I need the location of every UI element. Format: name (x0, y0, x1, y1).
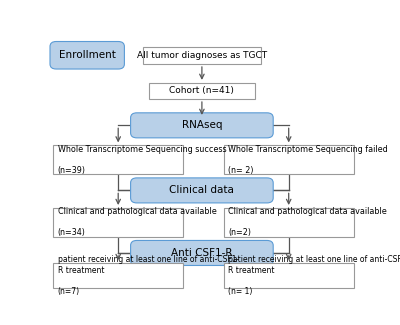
Text: Enrollment: Enrollment (59, 50, 116, 60)
Text: Cohort (n=41): Cohort (n=41) (170, 86, 234, 96)
Text: All tumor diagnoses as TGCT: All tumor diagnoses as TGCT (137, 51, 267, 60)
FancyBboxPatch shape (53, 145, 183, 174)
FancyBboxPatch shape (131, 113, 273, 138)
Text: Whole Transcriptome Sequencing success

(n=39): Whole Transcriptome Sequencing success (… (58, 145, 226, 175)
FancyBboxPatch shape (53, 263, 183, 288)
FancyBboxPatch shape (53, 208, 183, 237)
FancyBboxPatch shape (224, 208, 354, 237)
FancyBboxPatch shape (131, 178, 273, 203)
Text: RNAseq: RNAseq (182, 120, 222, 130)
FancyBboxPatch shape (131, 240, 273, 266)
Text: patient receiving at least one line of anti-CSF1-
R treatment

(n= 1): patient receiving at least one line of a… (228, 255, 400, 295)
FancyBboxPatch shape (50, 42, 124, 69)
FancyBboxPatch shape (149, 83, 255, 99)
Text: patient receiving at least one line of anti-CSF1-
R treatment

(n=7): patient receiving at least one line of a… (58, 255, 239, 295)
Text: Clinical data: Clinical data (170, 185, 234, 195)
FancyBboxPatch shape (224, 263, 354, 288)
FancyBboxPatch shape (224, 145, 354, 174)
Text: Clinical and pathological data available

(n=2): Clinical and pathological data available… (228, 207, 387, 237)
Text: Clinical and pathological data available

(n=34): Clinical and pathological data available… (58, 207, 216, 237)
Text: Anti CSF1-R: Anti CSF1-R (171, 248, 233, 258)
Text: Whole Transcriptome Sequencing failed

(n= 2): Whole Transcriptome Sequencing failed (n… (228, 145, 388, 175)
FancyBboxPatch shape (143, 46, 261, 64)
